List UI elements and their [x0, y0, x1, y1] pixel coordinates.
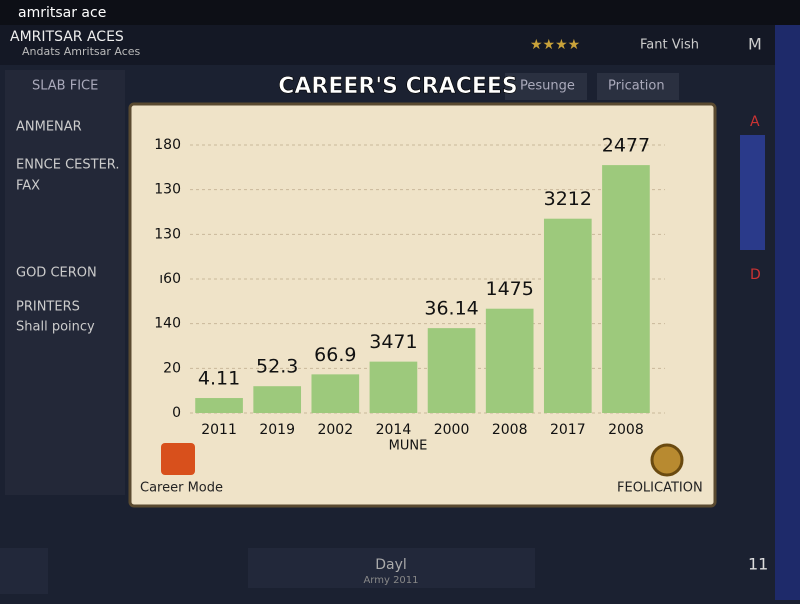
bar-label: 2477: [602, 135, 650, 157]
sidebar: [775, 25, 800, 600]
y-tick-label: ı60: [159, 271, 181, 287]
side-label: A: [750, 114, 760, 130]
menu-item[interactable]: FAX: [16, 179, 40, 194]
settings-icon: [650, 443, 684, 477]
tab[interactable]: Prication: [608, 79, 665, 94]
left-panel: [5, 70, 125, 495]
bar: [427, 328, 476, 413]
publication-button[interactable]: FEOLICATION: [617, 481, 703, 496]
footer-title: Dayl: [375, 557, 407, 573]
tab[interactable]: Pesunge: [520, 79, 575, 94]
bar-label: 66.9: [314, 344, 356, 366]
y-tick-label: 140: [154, 316, 181, 332]
menu-item[interactable]: Shall poincy: [16, 320, 95, 335]
bar-label: 1475: [486, 278, 534, 300]
y-tick-label: 130: [154, 182, 181, 198]
y-tick-label: 180: [154, 137, 181, 153]
bar-label: 3471: [369, 331, 417, 353]
bar: [253, 386, 302, 413]
tab-bg: [505, 73, 587, 100]
footer-count: 11: [748, 555, 768, 574]
tab[interactable]: SLAB FICE: [32, 79, 98, 94]
title-bar: [0, 0, 800, 25]
game-title: AMRITSAR ACES: [10, 29, 124, 45]
bar: [369, 361, 418, 413]
x-axis-label: MUNE: [389, 439, 428, 454]
bar-label: 36.14: [424, 298, 478, 320]
menu-item[interactable]: ENNCE CESTER.: [16, 158, 120, 173]
menu-item[interactable]: ANMENAR: [16, 120, 82, 135]
bar: [602, 165, 650, 413]
y-tick-label: 130: [154, 226, 181, 242]
x-tick-label: 2000: [434, 422, 470, 438]
bar: [195, 398, 243, 413]
chart-title: CAREER'S CRACEES: [278, 74, 518, 99]
footer-subtitle: Army 2011: [363, 575, 418, 586]
bar: [485, 308, 534, 413]
x-tick-label: 2008: [492, 422, 528, 438]
menu-item[interactable]: PRINTERS: [16, 300, 80, 315]
back-button[interactable]: [0, 548, 48, 594]
x-tick-label: 2019: [259, 422, 295, 438]
x-tick-label: 2011: [201, 422, 237, 438]
bar-label: 52.3: [256, 356, 298, 378]
x-tick-label: 2017: [550, 422, 586, 438]
side-label: D: [750, 267, 761, 283]
y-tick-label: 20: [163, 360, 181, 376]
side-bar: [740, 135, 765, 250]
footer-panel: [248, 548, 535, 588]
x-tick-label: 2014: [376, 422, 412, 438]
user-name[interactable]: Fant Vish: [640, 38, 699, 53]
header-bar: [0, 25, 775, 65]
bar-label: 3212: [544, 188, 592, 210]
menu-item[interactable]: GOD CERON: [16, 266, 97, 281]
game-subtitle: Andats Amritsar Aces: [22, 45, 141, 58]
career-mode-button[interactable]: Career Mode: [140, 481, 223, 496]
bar-label: 4.11: [198, 368, 240, 390]
menu-button[interactable]: M: [748, 35, 762, 54]
window-title: amritsar ace: [18, 5, 106, 21]
x-tick-label: 2002: [317, 422, 353, 438]
career-icon: [161, 443, 195, 475]
bar: [543, 218, 592, 413]
tab-bg: [597, 73, 679, 100]
bar: [311, 374, 360, 413]
y-tick-label: 0: [172, 405, 181, 421]
rating: ★★★★: [530, 37, 580, 53]
x-tick-label: 2008: [608, 422, 644, 438]
